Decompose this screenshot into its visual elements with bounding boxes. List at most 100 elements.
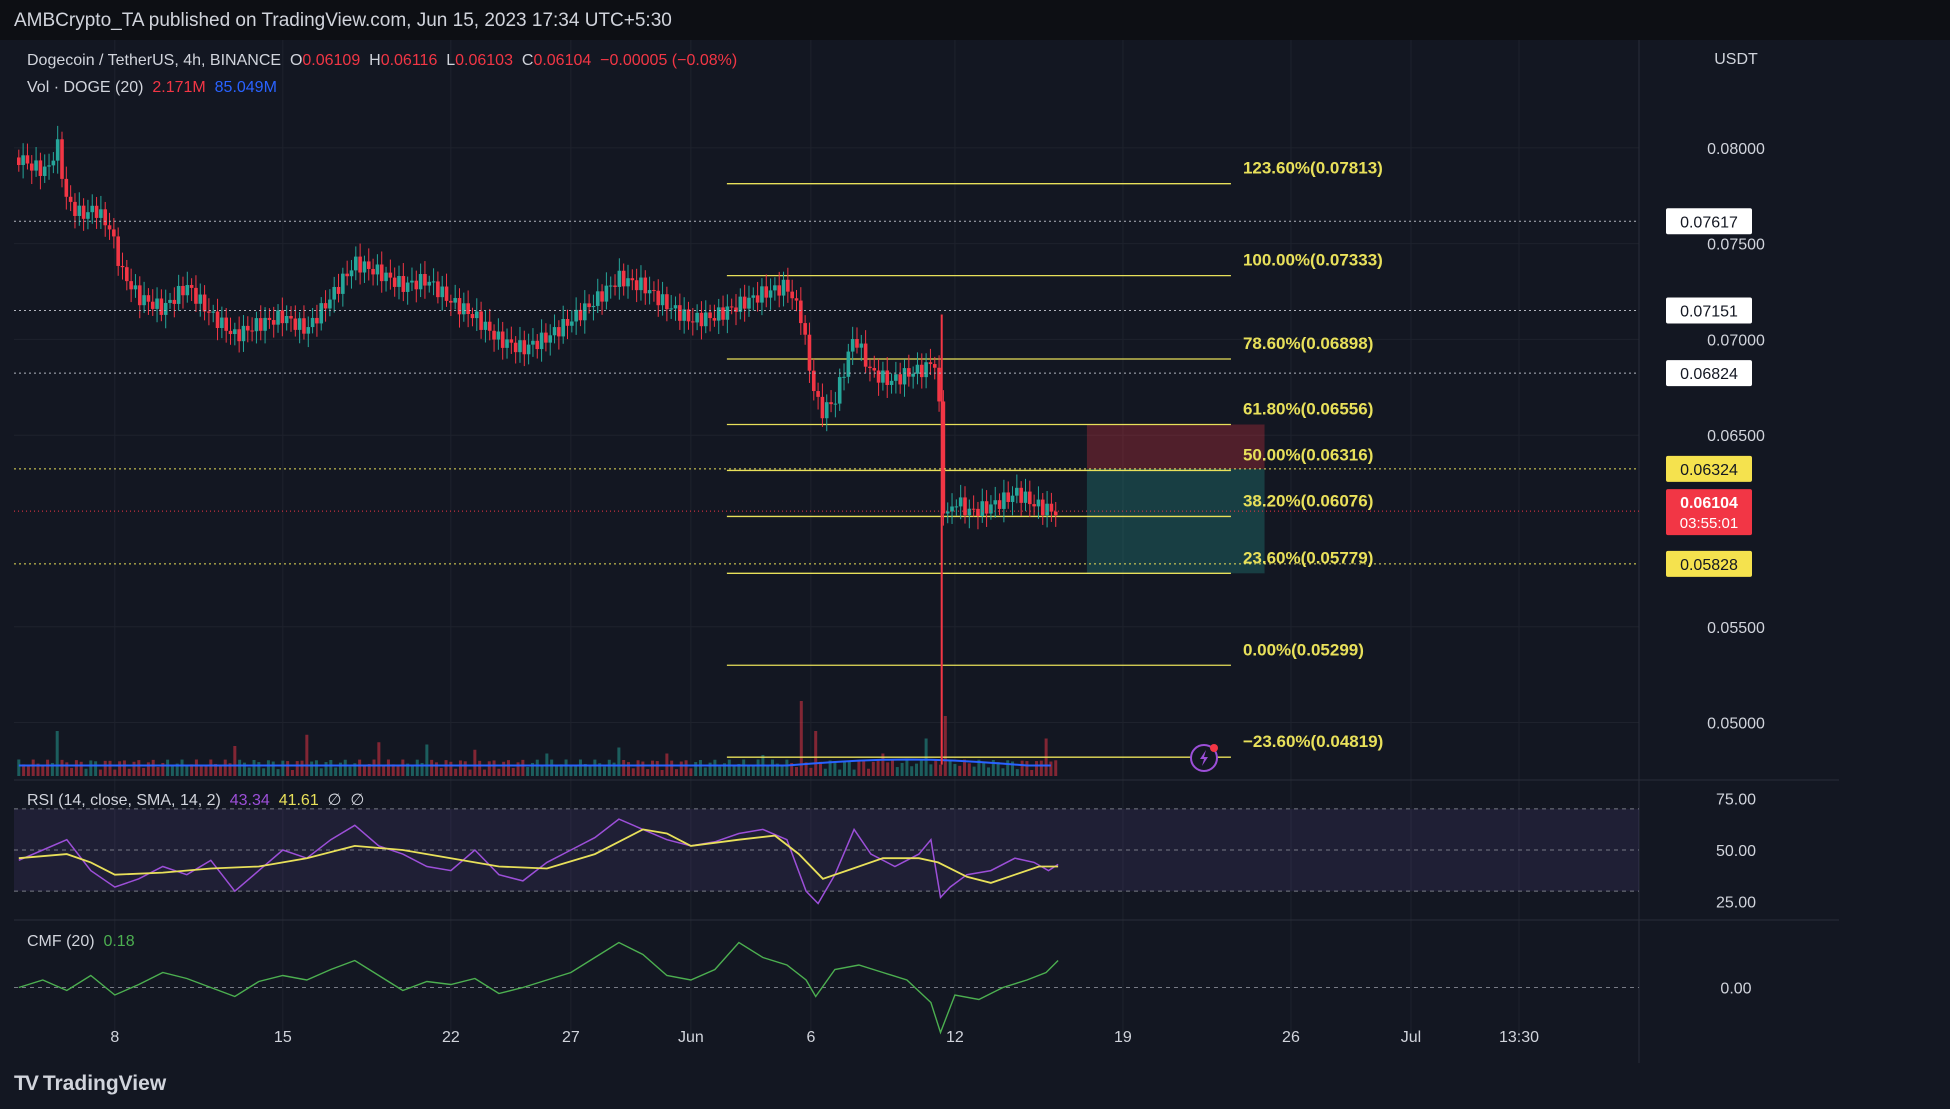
candle-body	[639, 277, 643, 291]
candle-body	[64, 178, 69, 197]
x-axis-label: Jun	[678, 1029, 704, 1046]
volume-bar	[415, 759, 419, 776]
volume-bar	[857, 761, 861, 776]
candle-body	[150, 301, 155, 309]
volume-bar	[814, 731, 818, 776]
volume-bar	[535, 759, 539, 776]
last-price-tag	[1666, 489, 1752, 536]
volume-bar	[478, 760, 482, 776]
volume-bar	[17, 759, 21, 776]
volume-bar	[199, 764, 203, 776]
close-value: 0.06104	[533, 52, 592, 69]
candle-body	[665, 294, 669, 310]
cmf-line	[18, 941, 1059, 1035]
candle-body	[77, 205, 82, 216]
tradingview-logo[interactable]: TV TradingView	[14, 1072, 166, 1096]
candle-body	[963, 497, 967, 516]
volume-bar	[118, 761, 122, 776]
volume-bar	[295, 761, 299, 776]
price-axis-label: 0.07000	[1707, 332, 1765, 349]
candle-body	[133, 285, 138, 290]
candle-body	[479, 311, 483, 330]
volume-bar	[569, 764, 573, 776]
volume-bar	[300, 760, 304, 776]
volume-bar	[641, 761, 645, 776]
candle-body	[539, 332, 544, 350]
candle-body	[228, 330, 233, 335]
candle-body	[112, 229, 116, 237]
candle-body	[185, 285, 190, 296]
candle-body	[1032, 504, 1036, 507]
volume-bar	[238, 759, 242, 776]
volume-bar	[631, 768, 635, 776]
chart-area[interactable]: 123.60%(0.07813) 100.00%(0.07333) 78.60%(0…	[14, 40, 1839, 1063]
open-value: 0.06109	[302, 52, 361, 69]
footer-bar	[0, 1063, 1950, 1109]
x-axis-label: 13:30	[1499, 1029, 1539, 1046]
candle-body	[159, 298, 164, 315]
candle-body	[660, 294, 665, 306]
candle-body	[142, 295, 146, 306]
candle-body	[1002, 492, 1006, 509]
candle-body	[811, 370, 816, 392]
candle-body	[863, 343, 868, 367]
candle-body	[444, 286, 449, 301]
volume-bar	[722, 763, 726, 776]
volume-bar	[420, 762, 424, 776]
volume-bar	[1049, 761, 1053, 776]
volume-bar	[79, 761, 83, 776]
volume-bar	[103, 760, 107, 776]
volume-bar	[262, 768, 266, 776]
volume-bar	[439, 767, 443, 776]
candle-body	[293, 318, 298, 330]
candle-body	[989, 504, 993, 514]
candle-body	[997, 500, 1002, 509]
candle-body	[1045, 503, 1049, 516]
candle-body	[578, 309, 583, 321]
volume-bar	[794, 767, 798, 776]
candle-body	[29, 163, 34, 171]
rsi-sma-line	[18, 828, 1059, 884]
candle-body	[68, 196, 73, 202]
volume-bar	[113, 769, 117, 776]
volume-bar	[50, 762, 54, 776]
rsi-axis-label: 50.00	[1716, 843, 1756, 860]
volume-bar	[468, 769, 472, 776]
candle-body	[189, 285, 194, 288]
volume-bar	[84, 768, 88, 776]
volume-bar	[353, 763, 357, 776]
volume-bar	[626, 762, 630, 776]
price-tag	[1666, 550, 1752, 577]
volume-bar	[679, 761, 683, 776]
tradingview-name: TradingView	[42, 1072, 167, 1095]
volume-bar	[1011, 761, 1015, 776]
volume-bar	[655, 761, 659, 776]
volume-bar	[967, 763, 971, 776]
candle-body	[803, 323, 807, 335]
candle-body	[245, 325, 250, 331]
volume-bar	[550, 759, 554, 776]
volume-bar	[228, 763, 232, 776]
volume-bar	[60, 759, 64, 776]
candle-body	[462, 303, 466, 315]
volume-bar	[242, 762, 246, 776]
candle-body	[215, 311, 220, 328]
candle-body	[129, 281, 133, 290]
publisher-bar: AMBCrypto_TA published on TradingView.co…	[0, 0, 1950, 40]
volume-bar	[526, 767, 530, 776]
volume-bar	[828, 760, 832, 776]
fib-level-label: 78.60%(0.06898)	[1243, 334, 1373, 353]
volume-bar	[982, 762, 986, 776]
volume-bar	[915, 763, 919, 776]
volume-bar	[713, 759, 717, 776]
volume-bar	[175, 763, 179, 776]
currency-label: USDT	[1714, 51, 1758, 68]
rsi-sma-value: 41.61	[278, 792, 319, 809]
candle-body	[375, 264, 380, 275]
candle-body	[708, 312, 712, 319]
volume-bar	[867, 768, 871, 776]
volume-bar	[987, 767, 991, 776]
replay-icon[interactable]	[1190, 744, 1218, 772]
countdown-value: 03:55:01	[1680, 515, 1738, 532]
volume-bar	[593, 759, 597, 776]
